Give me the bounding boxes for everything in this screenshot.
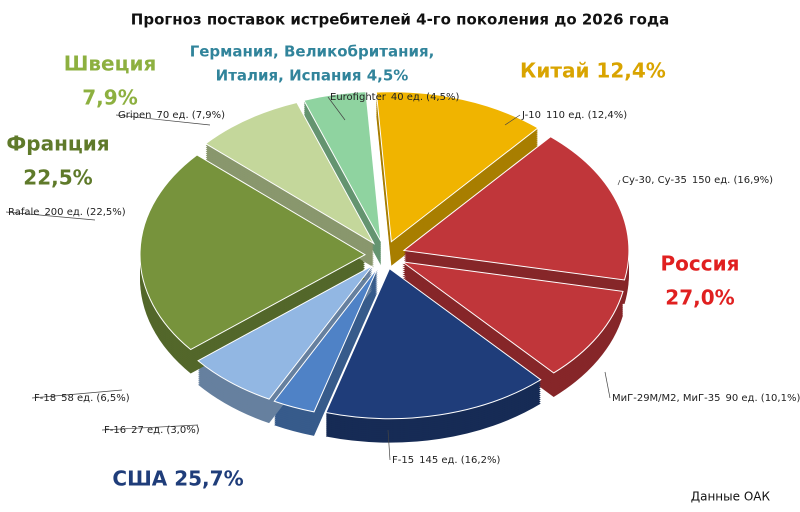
leader-line <box>387 429 391 461</box>
group-label: 27,0% <box>665 286 734 310</box>
slice-value-label: 200 ед. (22,5%) <box>44 207 125 218</box>
slices <box>139 91 630 420</box>
slice-label: F-15 145 ед. (16,2%) <box>392 455 500 466</box>
slice-name: F-15 <box>392 455 414 466</box>
slice-label: F-18 58 ед. (6,5%) <box>34 393 130 404</box>
group-label: 7,9% <box>82 86 137 110</box>
slice <box>402 261 624 374</box>
slice-name: F-16 <box>104 425 126 436</box>
group-label: Италия, Испания 4,5% <box>216 67 409 85</box>
group-label: Китай 12,4% <box>520 59 666 83</box>
group-label: США 25,7% <box>112 467 243 491</box>
slice-label: Су-30, Су-35 150 ед. (16,9%) <box>622 175 773 186</box>
chart-title: Прогноз поставок истребителей 4-го покол… <box>131 11 669 29</box>
slice-value-label: 110 ед. (12,4%) <box>546 110 627 121</box>
leader-line <box>5 211 96 221</box>
slice <box>375 91 539 243</box>
slice-name: J-10 <box>521 110 541 121</box>
slice-label: J-10 110 ед. (12,4%) <box>521 110 627 121</box>
slice-value-label: 27 ед. (3,0%) <box>131 425 200 436</box>
group-label: Германия, Великобритания, <box>190 43 435 61</box>
leader-line <box>101 424 199 431</box>
slice-name: F-18 <box>34 393 56 404</box>
leader-line <box>617 179 621 186</box>
slice-value-label: 58 ед. (6,5%) <box>61 393 130 404</box>
leader-line <box>604 371 611 399</box>
slice-name: Eurofighter <box>330 92 387 103</box>
leader-line <box>504 114 521 126</box>
slice <box>402 136 630 281</box>
slice-value-label: 145 ед. (16,2%) <box>419 455 500 466</box>
slice-value-label: 150 ед. (16,9%) <box>692 175 773 186</box>
slice-label: Gripen 70 ед. (7,9%) <box>118 110 225 121</box>
source-note: Данные ОАК <box>691 490 771 504</box>
group-label: Россия <box>661 252 740 276</box>
slice-name: МиГ-29М/М2, МиГ-35 <box>612 393 720 404</box>
slice <box>325 267 542 420</box>
slice-name: Gripen <box>118 110 151 121</box>
slice-label: Rafale 200 ед. (22,5%) <box>8 207 126 218</box>
slice <box>204 101 376 245</box>
group-label: 22,5% <box>23 166 92 190</box>
slice-name: Су-30, Су-35 <box>622 175 687 186</box>
group-label: Франция <box>6 132 109 156</box>
group-label: Швеция <box>64 52 157 76</box>
slice-name: Rafale <box>8 207 39 218</box>
slice-label: МиГ-29М/М2, МиГ-35 90 ед. (10,1%) <box>612 393 800 404</box>
slice <box>139 154 367 351</box>
leader-line <box>327 96 346 121</box>
slice-value-label: 90 ед. (10,1%) <box>725 393 800 404</box>
slice-label: F-16 27 ед. (3,0%) <box>104 425 200 436</box>
slice <box>303 91 382 242</box>
slice-value-label: 70 ед. (7,9%) <box>156 110 225 121</box>
leader-line <box>115 114 211 126</box>
slice-value-label: 40 ед. (4,5%) <box>391 92 460 103</box>
slice-label: Eurofighter 40 ед. (4,5%) <box>330 92 459 103</box>
slice <box>197 265 373 400</box>
slice <box>273 267 379 413</box>
leader-line <box>31 389 123 399</box>
